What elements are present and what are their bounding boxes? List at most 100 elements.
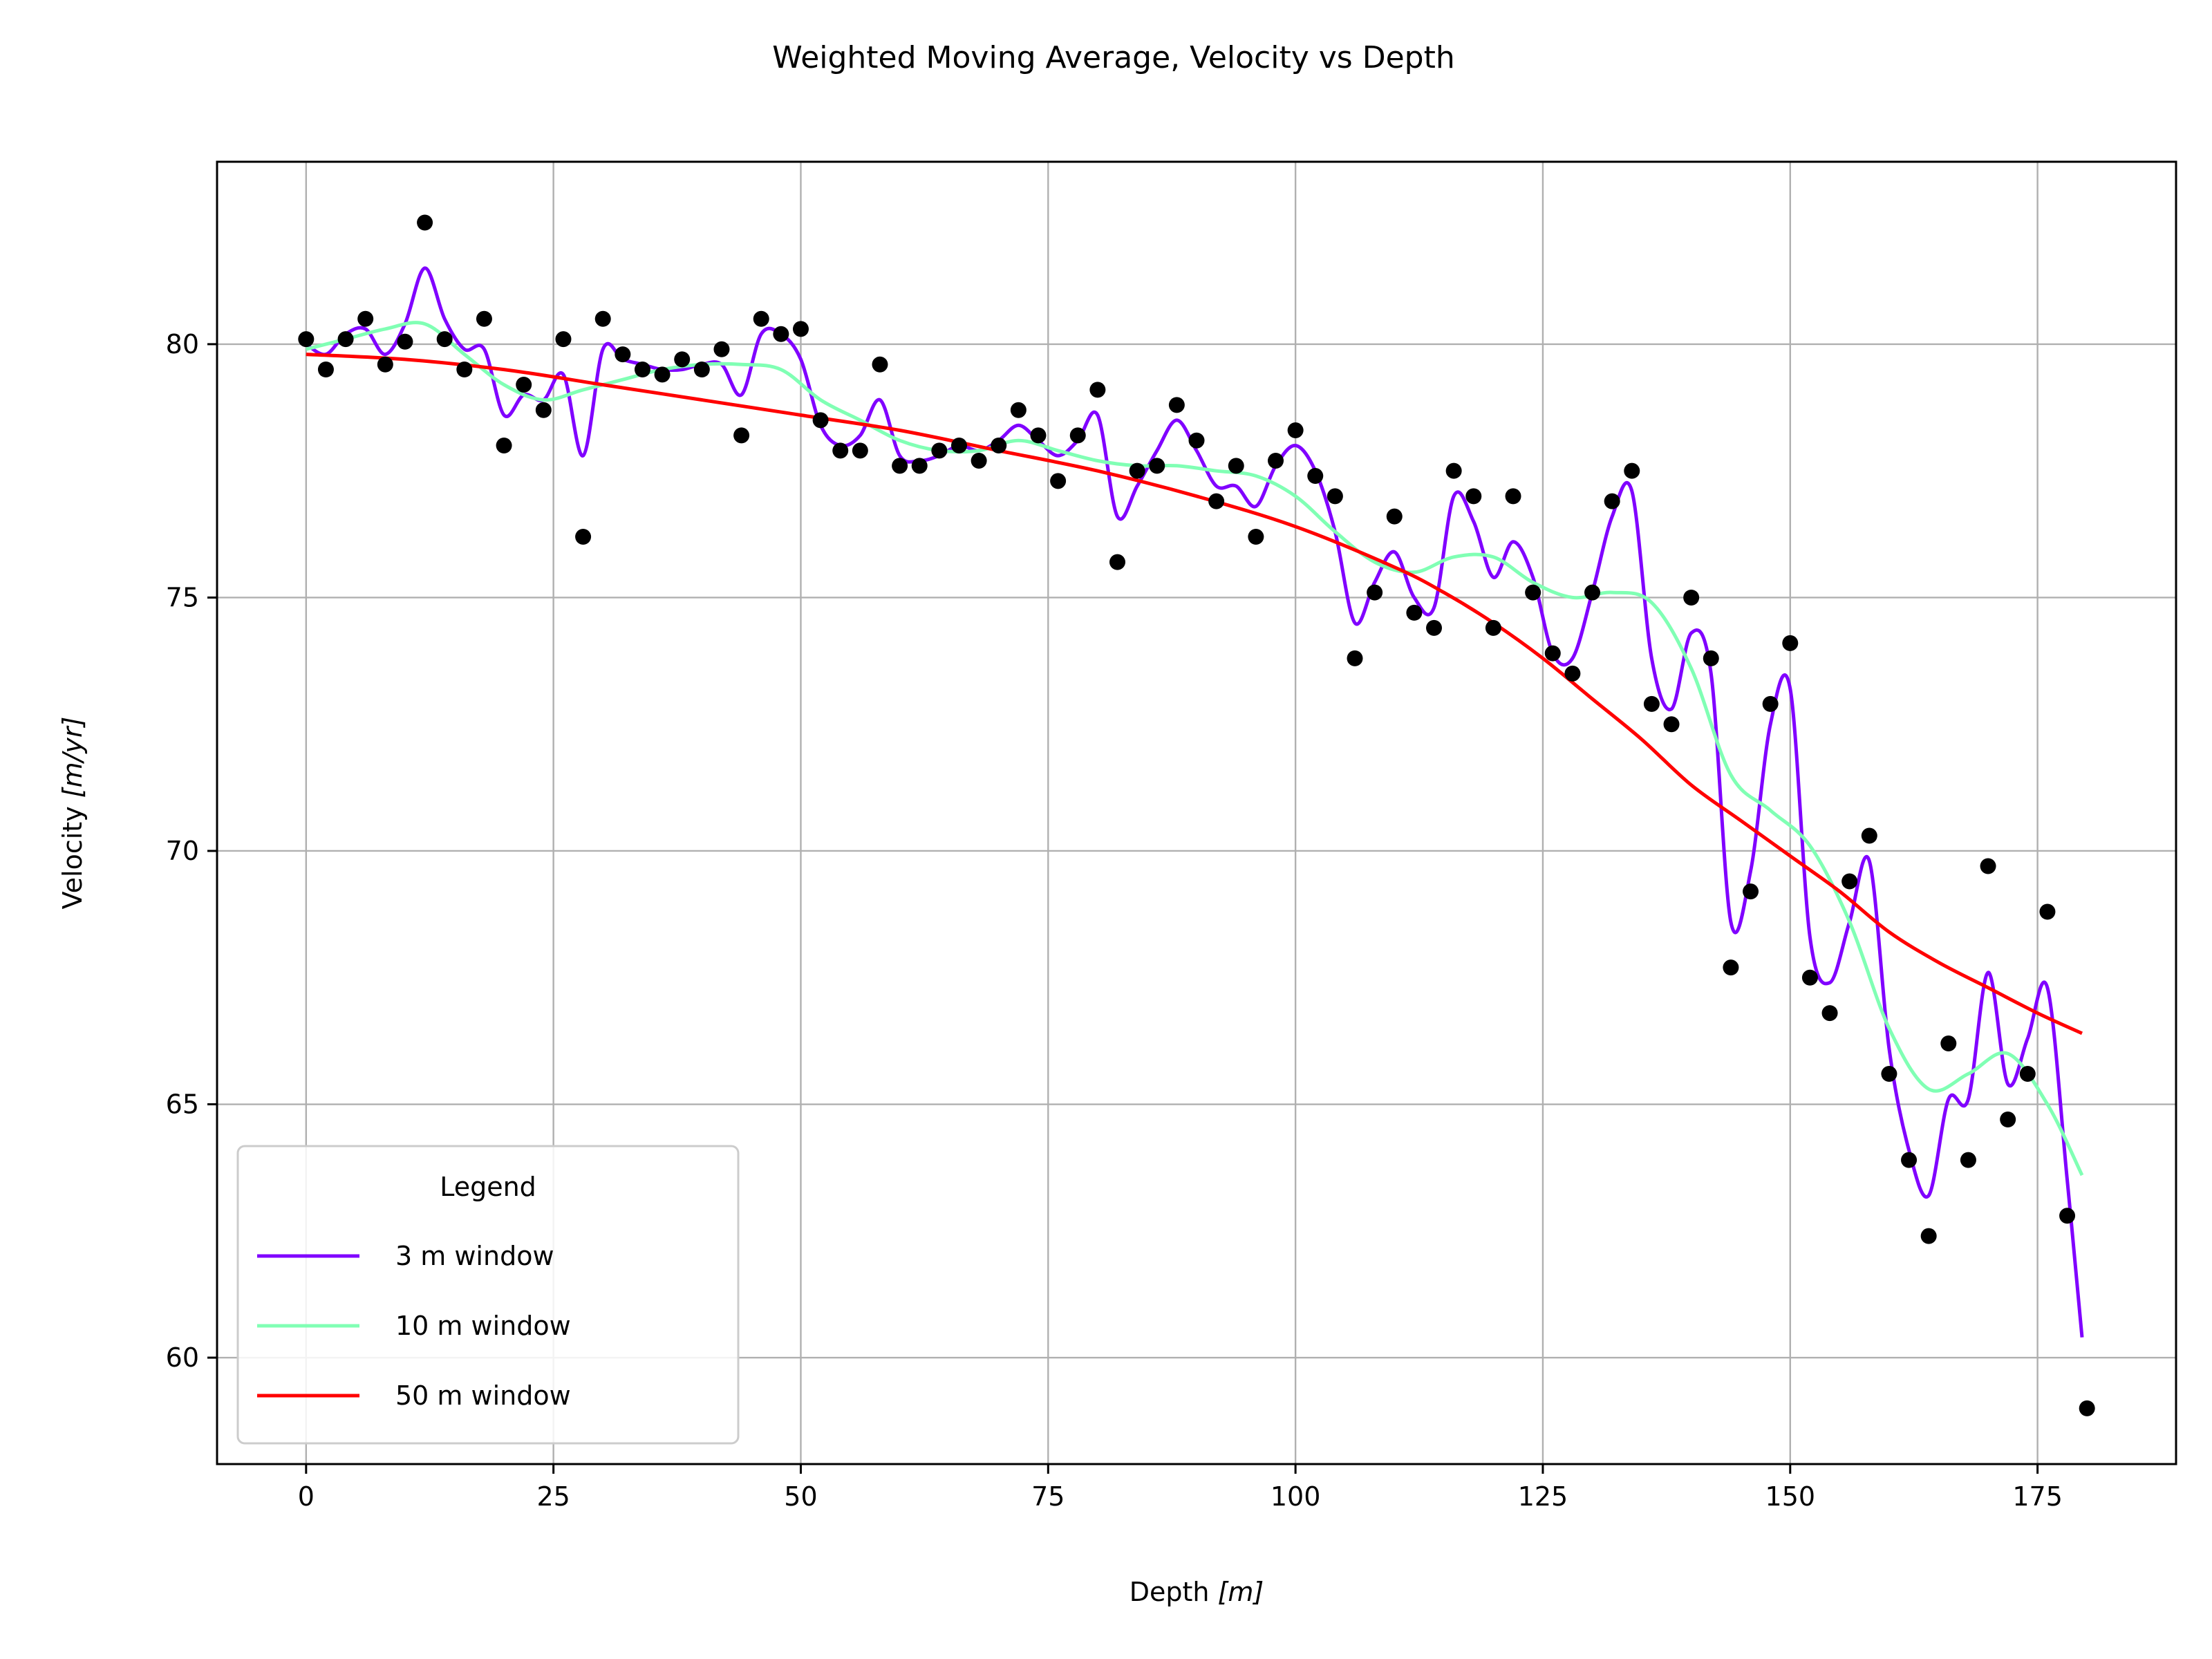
data-point <box>1743 883 1759 900</box>
data-point <box>1564 665 1581 682</box>
legend-label-10m-window: 10 m window <box>395 1311 571 1341</box>
data-point <box>1168 397 1185 413</box>
data-point <box>1030 427 1047 444</box>
data-point <box>1426 619 1443 636</box>
data-point <box>713 341 730 357</box>
legend-entries: 3 m window 10 m window 50 m window <box>257 1241 571 1411</box>
data-point <box>1723 959 1739 976</box>
y-tick-label: 80 <box>166 329 199 359</box>
data-point <box>971 453 987 469</box>
data-point <box>1604 493 1620 509</box>
data-point <box>594 310 611 327</box>
data-point <box>753 310 769 327</box>
x-tick-label: 100 <box>1271 1481 1321 1512</box>
data-point <box>1069 427 1086 444</box>
y-axis-label: Velocity [m/yr] <box>57 717 88 910</box>
data-point <box>2019 1066 2036 1082</box>
data-point <box>1465 488 1482 505</box>
legend-box <box>236 1145 740 1445</box>
data-point <box>1544 645 1561 662</box>
data-point <box>2000 1112 2016 1128</box>
x-tick-label: 50 <box>784 1481 817 1512</box>
data-point <box>991 438 1007 454</box>
data-point <box>693 362 710 378</box>
x-tick-label: 150 <box>1765 1481 1816 1512</box>
data-point <box>1663 716 1680 733</box>
data-point <box>1881 1066 1897 1082</box>
data-point <box>1584 584 1601 601</box>
legend-label-3m-window: 3 m window <box>395 1241 554 1271</box>
x-tick-label: 25 <box>536 1481 570 1512</box>
data-point <box>1228 458 1244 474</box>
data-point <box>1208 493 1225 509</box>
data-point <box>1901 1152 1918 1168</box>
data-point <box>1762 695 1779 712</box>
data-point <box>634 362 650 378</box>
legend: Legend 3 m window 10 m window 50 m window <box>236 1145 740 1445</box>
data-point <box>1089 382 1106 398</box>
data-point <box>615 346 631 363</box>
y-axis: 60 65 70 75 80 <box>166 329 217 1373</box>
data-point <box>1525 584 1541 601</box>
data-point <box>1287 422 1304 439</box>
data-point <box>792 321 809 337</box>
data-point <box>337 331 354 348</box>
data-point <box>476 310 492 327</box>
data-point <box>2059 1208 2076 1224</box>
data-point <box>298 331 315 348</box>
data-point <box>654 366 671 383</box>
chart-title: Weighted Moving Average, Velocity vs Dep… <box>772 40 1454 75</box>
data-point <box>397 333 413 350</box>
data-point <box>1188 432 1205 449</box>
data-point <box>1109 554 1125 570</box>
data-point <box>812 412 829 429</box>
data-point <box>1841 873 1858 890</box>
data-point <box>852 442 868 459</box>
x-tick-label: 0 <box>298 1481 315 1512</box>
data-point <box>1149 458 1165 474</box>
data-point <box>575 528 592 545</box>
data-point <box>2079 1400 2095 1416</box>
data-point <box>1821 1005 1838 1022</box>
data-point <box>1050 473 1067 489</box>
x-axis-label-main: Depth <box>1130 1577 1218 1607</box>
data-point <box>1129 462 1145 479</box>
data-point <box>1980 858 1996 874</box>
data-point <box>1347 650 1363 666</box>
data-point <box>950 438 967 454</box>
data-point <box>1367 584 1383 601</box>
data-point <box>773 326 789 342</box>
data-point <box>1940 1035 1957 1052</box>
data-point <box>456 362 473 378</box>
data-point <box>1861 827 1877 844</box>
y-axis-label-unit: [m/yr] <box>57 717 88 798</box>
y-tick-label: 75 <box>166 582 199 612</box>
data-point <box>496 438 512 454</box>
data-point <box>555 331 572 348</box>
data-point <box>1703 650 1719 666</box>
legend-title: Legend <box>440 1172 536 1202</box>
data-point <box>357 310 374 327</box>
data-point <box>674 351 691 368</box>
data-point <box>535 402 552 418</box>
data-point <box>317 362 334 378</box>
data-point <box>1960 1152 1976 1168</box>
x-axis: 0 25 50 75 100 125 150 175 <box>298 1464 2063 1512</box>
x-axis-label-unit: [m] <box>1218 1577 1264 1607</box>
series-line-10m-window <box>306 321 2084 1177</box>
data-point <box>1445 462 1462 479</box>
data-point <box>1406 604 1423 621</box>
data-point <box>892 458 908 474</box>
data-point <box>1327 488 1343 505</box>
y-tick-label: 70 <box>166 836 199 866</box>
data-point <box>733 427 750 444</box>
data-point <box>377 356 393 373</box>
series-line-50m-window <box>306 353 2083 1035</box>
data-point <box>1505 488 1521 505</box>
data-point <box>1920 1228 1937 1244</box>
data-point <box>436 331 453 348</box>
y-tick-label: 60 <box>166 1342 199 1373</box>
data-point <box>1624 462 1640 479</box>
data-point <box>1268 453 1284 469</box>
